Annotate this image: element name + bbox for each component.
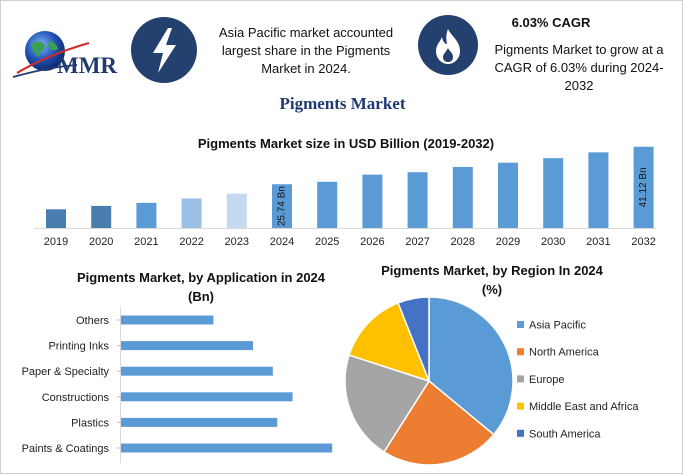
market-size-chart-title: Pigments Market size in USD Billion (201… [198,136,494,151]
bar-2022 [181,198,202,228]
region-chart-title-line1: Pigments Market, by Region In 2024 [381,263,604,278]
app-label-paper-specialty: Paper & Specialty [22,366,110,378]
flame-icon [418,15,478,75]
region-chart-title-line2: (%) [482,282,502,297]
app-bar-paints-coatings [121,443,333,453]
x-tick-label-2026: 2026 [360,236,384,248]
legend-label-asia-pacific: Asia Pacific [529,320,586,332]
legend-label-europe: Europe [529,374,564,386]
region-pie-chart: Pigments Market, by Region In 2024 (%) A… [344,263,639,466]
x-tick-label-2030: 2030 [541,236,565,248]
app-label-printing-inks: Printing Inks [48,341,109,353]
bar-2019 [46,209,66,228]
x-tick-label-2032: 2032 [631,236,655,248]
x-tick-label-2023: 2023 [225,236,249,248]
x-tick-label-2025: 2025 [315,236,339,248]
bar-2028 [452,166,473,228]
x-tick-label-2028: 2028 [451,236,475,248]
page-title: Pigments Market [279,94,406,113]
x-tick-label-2021: 2021 [134,236,158,248]
bar-2024 [272,184,292,228]
globe-icon [12,31,90,78]
bar-2030 [543,158,564,228]
cagr-title: 6.03% CAGR [511,15,591,30]
pie-slice-middle-east-and-africa [348,301,431,383]
app-bar-printing-inks [121,341,253,351]
x-tick-label-2022: 2022 [179,236,203,248]
application-chart-title-line2: (Bn) [188,289,214,304]
bar-2032 [633,146,654,228]
legend-swatch-europe [517,375,524,383]
x-tick-label-2031: 2031 [586,236,610,248]
bar-2020 [91,205,112,228]
legend-label-north-america: North America [529,347,600,359]
app-bar-others [121,315,214,325]
lightning-bolt-icon [131,17,197,83]
header-text-right: Pigments Market to grow at a CAGR of 6.0… [494,42,664,93]
app-label-plastics: Plastics [71,417,109,429]
app-label-paints-coatings: Paints & Coatings [22,443,110,455]
pie-slice-south-america [397,296,430,382]
header-text-left: Asia Pacific market accounted largest sh… [218,25,394,76]
pie-slice-europe [344,354,431,453]
logo-text: MMR [57,53,118,78]
bar-2021 [136,202,157,228]
legend-label-middle-east-and-africa: Middle East and Africa [529,401,639,413]
data-label-2024: 25.74 Bn [277,186,288,226]
bar-2031 [588,152,609,228]
x-tick-label-2024: 2024 [270,236,294,248]
pie-slice-asia-pacific [428,296,514,436]
application-bar-chart: Pigments Market, by Application in 2024 … [22,270,333,463]
x-tick-label-2029: 2029 [496,236,520,248]
bar-2029 [498,162,518,228]
bar-2025 [317,181,338,228]
legend-swatch-middle-east-and-africa [517,402,524,410]
bar-2023 [226,193,247,228]
pie-slice-north-america [382,379,495,466]
bar-2026 [362,174,383,228]
x-tick-label-2019: 2019 [44,236,68,248]
mmr-logo: MMR [9,29,127,85]
app-bar-plastics [121,417,278,427]
app-bar-constructions [121,392,293,402]
app-label-constructions: Constructions [42,392,110,404]
x-tick-label-2027: 2027 [405,236,429,248]
bar-2027 [407,172,428,228]
application-chart-title-line1: Pigments Market, by Application in 2024 [77,270,326,285]
legend-swatch-asia-pacific [517,321,524,328]
x-tick-label-2020: 2020 [89,236,113,248]
legend-swatch-south-america [517,429,524,437]
legend-swatch-north-america [517,348,524,356]
app-label-others: Others [76,315,110,327]
data-label-2032: 41.12 Bn [638,167,649,207]
app-bar-paper-specialty [121,366,273,376]
market-size-bar-chart: Pigments Market size in USD Billion (201… [34,136,656,248]
legend-label-south-america: South America [529,428,601,440]
